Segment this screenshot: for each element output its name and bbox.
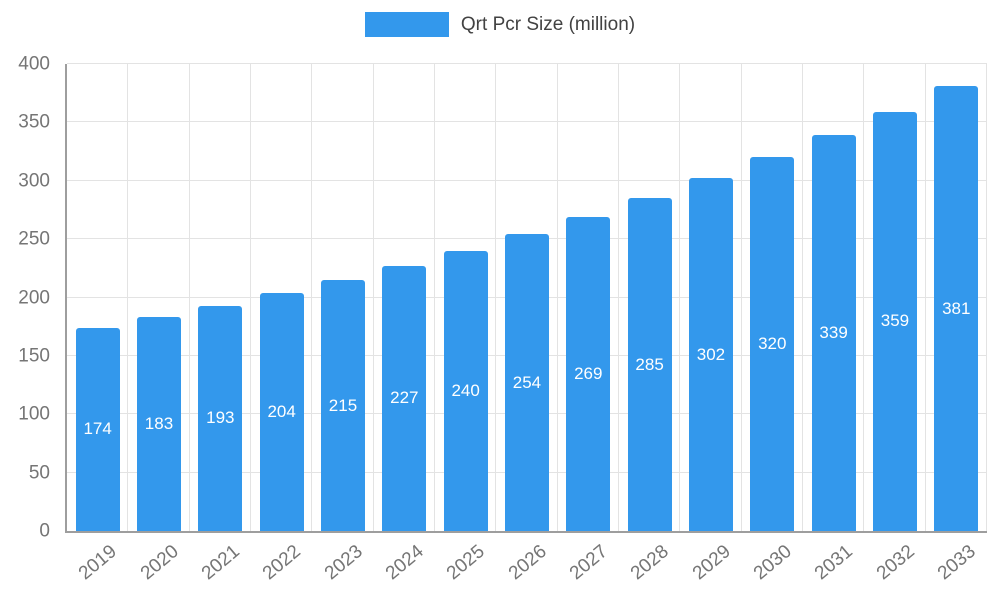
legend-label[interactable]: Qrt Pcr Size (million): [460, 13, 636, 35]
legend-swatch[interactable]: [364, 12, 449, 37]
x-axis-tick-label: 2022: [259, 541, 306, 585]
bar[interactable]: 359: [872, 111, 917, 531]
gridline-vertical: [372, 64, 374, 531]
y-axis-labels: 0 50 100 150 200 250 300 350 400: [0, 55, 58, 541]
bar-value-label: 204: [267, 401, 296, 421]
gridline-vertical: [740, 64, 742, 531]
bar-slot: 302: [680, 64, 741, 531]
bar-slot: 174: [67, 64, 128, 531]
bar[interactable]: 254: [504, 234, 550, 531]
bar[interactable]: 339: [811, 135, 856, 531]
y-axis-tick-label: 50: [28, 462, 50, 484]
gridline-vertical: [986, 64, 987, 531]
y-axis-tick-label: 200: [18, 287, 50, 308]
x-axis-tick-label: 2025: [443, 541, 490, 585]
gridline-vertical: [679, 64, 681, 531]
bar[interactable]: 240: [443, 250, 488, 531]
gridline-vertical: [495, 64, 497, 531]
y-axis-tick-label: 400: [18, 53, 50, 75]
bar[interactable]: 269: [566, 216, 611, 531]
gridline-vertical: [863, 64, 865, 531]
bar-value-label: 339: [819, 323, 848, 343]
bar-value-label: 302: [696, 344, 726, 364]
bar-slot: 269: [558, 64, 619, 531]
bar-slot: 381: [926, 64, 987, 531]
bar-slot: 215: [312, 64, 373, 531]
x-axis-tick-label: 2033: [933, 541, 980, 585]
bar[interactable]: 174: [75, 327, 120, 531]
bar-slot: 254: [496, 64, 557, 531]
x-axis-tick-label: 2031: [811, 541, 858, 585]
gridline-vertical: [556, 64, 558, 531]
gridline-vertical: [250, 64, 251, 531]
x-axis-tick-label: 2023: [320, 541, 367, 585]
y-axis-tick-label: 150: [18, 345, 50, 367]
bar[interactable]: 215: [320, 280, 366, 531]
gridline-horizontal: [67, 179, 987, 181]
bar-value-label: 359: [880, 311, 910, 331]
bar-value-label: 227: [390, 388, 419, 408]
y-axis-tick-label: 100: [18, 403, 50, 425]
bar-slot: 183: [128, 64, 189, 531]
gridline-horizontal: [67, 63, 987, 64]
bar[interactable]: 204: [259, 292, 304, 531]
x-axis-tick-label: 2020: [136, 541, 183, 585]
bars-container: 174 183 193 204 215 227 240 254 269 285 302 320 339 3…: [67, 64, 987, 531]
gridline-vertical: [618, 64, 619, 531]
bar[interactable]: 302: [688, 178, 734, 531]
gridline-vertical: [127, 64, 129, 531]
bar[interactable]: 183: [136, 317, 182, 531]
x-axis-tick-label: 2028: [627, 541, 674, 585]
bar-value-label: 193: [206, 408, 235, 428]
plot-area: 174 183 193 204 215 227 240 254 269 285 302 320 339 3…: [65, 63, 987, 533]
bar-value-label: 285: [635, 354, 664, 374]
gridline-vertical: [802, 64, 803, 531]
gridline-horizontal: [67, 121, 987, 123]
x-axis-tick-label: 2024: [381, 541, 428, 585]
bar-value-label: 254: [512, 372, 542, 392]
bar-value-label: 269: [574, 363, 603, 383]
x-axis-tick-label: 2027: [565, 541, 612, 585]
bar-slot: 227: [374, 64, 435, 531]
y-axis-tick-label: 300: [18, 170, 50, 192]
x-axis-tick-label: 2032: [872, 541, 919, 585]
bar[interactable]: 227: [382, 265, 427, 531]
gridline-vertical: [188, 64, 190, 531]
y-axis-tick-label: 250: [18, 228, 50, 250]
x-axis-tick-label: 2030: [749, 541, 796, 585]
bar[interactable]: 193: [198, 305, 243, 531]
bar-slot: 339: [803, 64, 864, 531]
chart-legend[interactable]: Qrt Pcr Size (million): [0, 12, 1000, 37]
bar-slot: 204: [251, 64, 312, 531]
bar-value-label: 381: [942, 298, 971, 318]
bar-slot: 285: [619, 64, 680, 531]
x-axis-tick-label: 2029: [688, 541, 735, 585]
bar-slot: 320: [742, 64, 803, 531]
gridline-vertical: [434, 64, 435, 531]
bar-slot: 240: [435, 64, 496, 531]
bar-slot: 193: [190, 64, 251, 531]
gridline-vertical: [924, 64, 926, 531]
x-axis-tick-label: 2019: [75, 541, 122, 585]
y-axis-tick-label: 350: [18, 111, 50, 133]
bar[interactable]: 285: [627, 198, 672, 531]
gridline-vertical: [311, 64, 313, 531]
bar-value-label: 240: [451, 380, 480, 400]
y-axis-tick-label: 0: [39, 520, 50, 542]
bar-slot: 359: [864, 64, 925, 531]
x-axis-labels: 2019 2020 2021 2022 2023 2024 2025 2026 2027 2028…: [65, 537, 985, 599]
x-axis-tick-label: 2021: [197, 541, 244, 585]
bar-value-label: 174: [83, 419, 112, 439]
bar-value-label: 183: [144, 414, 174, 434]
bar[interactable]: 381: [934, 86, 979, 531]
x-axis-tick-label: 2026: [504, 541, 551, 585]
bar-value-label: 215: [328, 395, 358, 415]
bar-value-label: 320: [758, 334, 787, 354]
bar[interactable]: 320: [750, 157, 795, 531]
